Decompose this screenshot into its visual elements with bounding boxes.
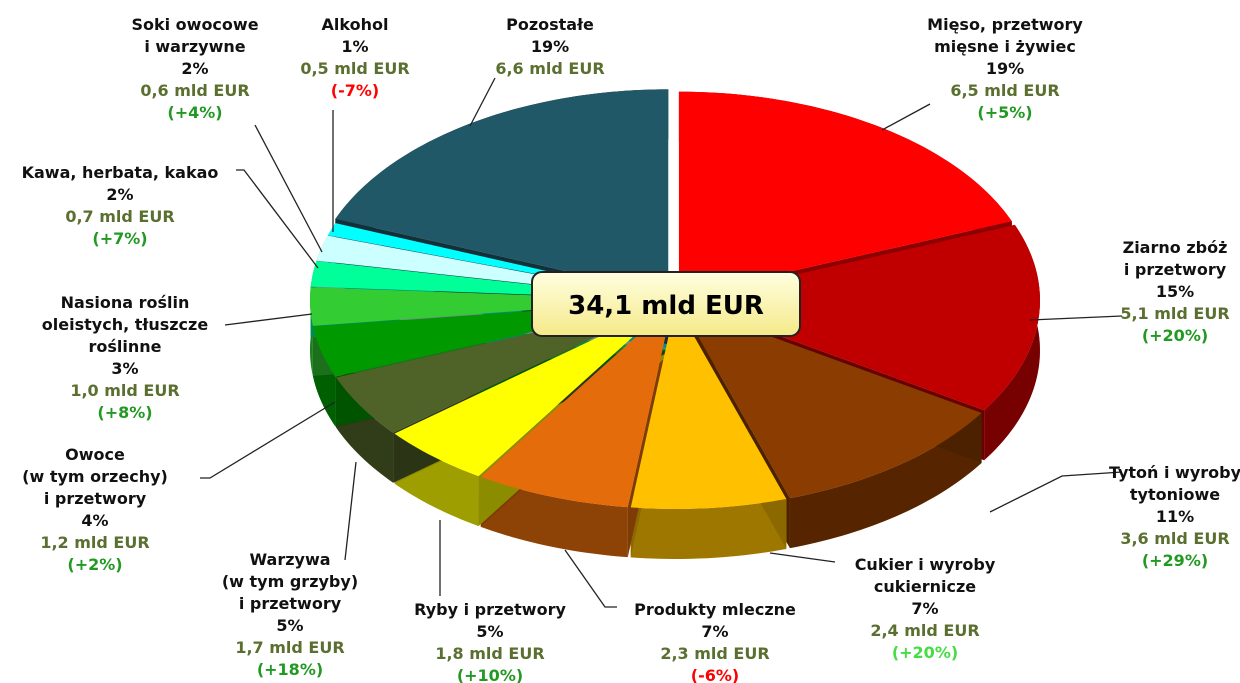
amount-label: 2,4 mld EUR bbox=[870, 621, 979, 640]
amount-label: 6,6 mld EUR bbox=[495, 59, 604, 78]
leader-line bbox=[1029, 315, 1123, 321]
category-label: Warzywa (w tym grzyby) i przetwory bbox=[222, 550, 358, 613]
slice bbox=[394, 302, 671, 477]
change-label: (-6%) bbox=[691, 666, 739, 683]
percent-label: 2% bbox=[106, 185, 133, 204]
slice bbox=[679, 303, 982, 499]
slice-side-shade bbox=[789, 412, 982, 549]
slice-side bbox=[630, 498, 787, 559]
pie-tops bbox=[310, 89, 1040, 509]
leader-line bbox=[769, 552, 836, 563]
percent-label: 4% bbox=[81, 511, 108, 530]
percent-label: 19% bbox=[531, 37, 569, 56]
slice bbox=[678, 91, 1012, 297]
category-label: Ziarno zbóż i przetwory bbox=[1123, 238, 1228, 279]
change-label: (+8%) bbox=[97, 403, 152, 422]
amount-label: 6,5 mld EUR bbox=[950, 81, 1059, 100]
leader-line bbox=[224, 313, 313, 326]
slice bbox=[310, 287, 669, 326]
percent-label: 15% bbox=[1156, 282, 1194, 301]
slice-side-shade bbox=[630, 498, 787, 559]
change-label: (+4%) bbox=[167, 103, 222, 122]
leader-line bbox=[881, 103, 931, 131]
category-label: Alkohol bbox=[322, 15, 389, 34]
amount-label: 0,6 mld EUR bbox=[140, 81, 249, 100]
labels: Mięso, przetwory mięsne i żywiec 19% 6,5 ml… bbox=[22, 15, 1240, 683]
percent-label: 19% bbox=[986, 59, 1024, 78]
change-label: (+29%) bbox=[1142, 551, 1208, 570]
amount-label: 1,7 mld EUR bbox=[235, 638, 344, 657]
percent-label: 5% bbox=[276, 616, 303, 635]
leader-line bbox=[236, 169, 319, 269]
leader-line bbox=[989, 471, 1123, 513]
category-label: Produkty mleczne bbox=[634, 600, 796, 619]
slice-side bbox=[789, 412, 982, 549]
leader-line bbox=[564, 549, 617, 608]
category-label: Mięso, przetwory mięsne i żywiec bbox=[927, 15, 1083, 56]
leader-line bbox=[469, 77, 496, 127]
category-label: Soki owocowe i warzywne bbox=[131, 15, 258, 56]
amount-label: 3,6 mld EUR bbox=[1120, 529, 1229, 548]
change-label: (+2%) bbox=[67, 555, 122, 574]
category-label: Tytoń i wyroby tytoniowe bbox=[1109, 463, 1240, 504]
percent-label: 11% bbox=[1156, 507, 1194, 526]
total-label: 34,1 mld EUR bbox=[568, 291, 764, 321]
percent-label: 1% bbox=[341, 37, 368, 56]
total-box bbox=[531, 271, 801, 337]
slice bbox=[480, 303, 673, 508]
amount-label: 0,5 mld EUR bbox=[300, 59, 409, 78]
category-label: Ryby i przetwory bbox=[414, 600, 566, 619]
change-label: (+10%) bbox=[457, 666, 523, 683]
slice-side bbox=[480, 476, 628, 558]
percent-label: 3% bbox=[111, 359, 138, 378]
leader-line bbox=[344, 461, 357, 561]
percent-label: 2% bbox=[181, 59, 208, 78]
amount-label: 1,8 mld EUR bbox=[435, 644, 544, 663]
category-label: Pozostałe bbox=[506, 15, 594, 34]
change-label: (+20%) bbox=[1142, 326, 1208, 345]
change-label: (-7%) bbox=[331, 81, 379, 100]
leader-line bbox=[254, 124, 323, 253]
amount-label: 5,1 mld EUR bbox=[1120, 304, 1229, 323]
percent-label: 7% bbox=[701, 622, 728, 641]
amount-label: 2,3 mld EUR bbox=[660, 644, 769, 663]
change-label: (+7%) bbox=[92, 229, 147, 248]
change-label: (+5%) bbox=[977, 103, 1032, 122]
amount-label: 1,2 mld EUR bbox=[40, 533, 149, 552]
percent-label: 5% bbox=[476, 622, 503, 641]
leader-line bbox=[200, 401, 336, 479]
change-label: (+18%) bbox=[257, 660, 323, 679]
slice bbox=[335, 89, 669, 295]
amount-label: 0,7 mld EUR bbox=[65, 207, 174, 226]
percent-label: 7% bbox=[911, 599, 938, 618]
slice bbox=[630, 303, 787, 509]
slice bbox=[681, 224, 1040, 411]
amount-label: 1,0 mld EUR bbox=[70, 381, 179, 400]
change-label: (+20%) bbox=[892, 643, 958, 662]
category-label: Nasiona roślin oleistych, tłuszcze roślinn… bbox=[42, 293, 209, 356]
category-label: Kawa, herbata, kakao bbox=[22, 163, 219, 182]
slice-side-shade bbox=[480, 476, 628, 558]
category-label: Cukier i wyroby cukiernicze bbox=[855, 555, 996, 596]
category-label: Owoce (w tym orzechy) i przetwory bbox=[22, 445, 168, 508]
